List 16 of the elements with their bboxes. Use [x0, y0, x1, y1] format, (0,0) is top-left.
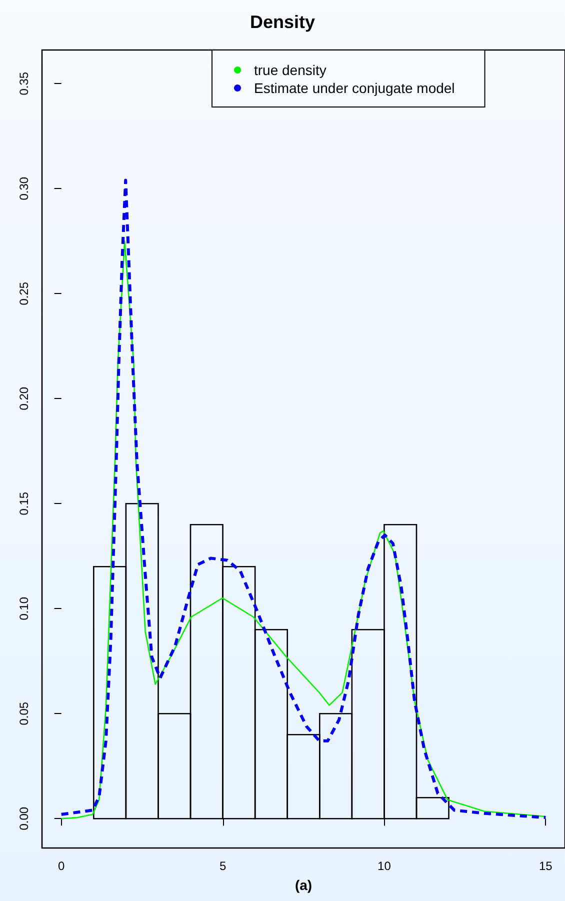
- x-tick-label: 10: [378, 859, 392, 873]
- y-tick-label: 0.35: [17, 72, 31, 96]
- y-tick-label: 0.00: [17, 806, 31, 830]
- y-tick-label: 0.25: [17, 282, 31, 306]
- x-tick-label: 5: [219, 859, 226, 873]
- x-tick-label: 0: [58, 859, 66, 873]
- y-tick-label: 0.05: [17, 702, 31, 726]
- y-tick-label: 0.15: [17, 492, 31, 516]
- x-tick-label: 15: [538, 859, 553, 873]
- x-axis-title: (a): [294, 877, 312, 893]
- y-tick-label: 0.20: [17, 386, 31, 410]
- legend-label: true density: [254, 62, 326, 78]
- y-tick-label: 0.10: [17, 596, 31, 620]
- y-tick-label: 0.30: [17, 176, 31, 200]
- chart-title: Density: [250, 12, 316, 32]
- legend-label: Estimate under conjugate model: [254, 80, 455, 96]
